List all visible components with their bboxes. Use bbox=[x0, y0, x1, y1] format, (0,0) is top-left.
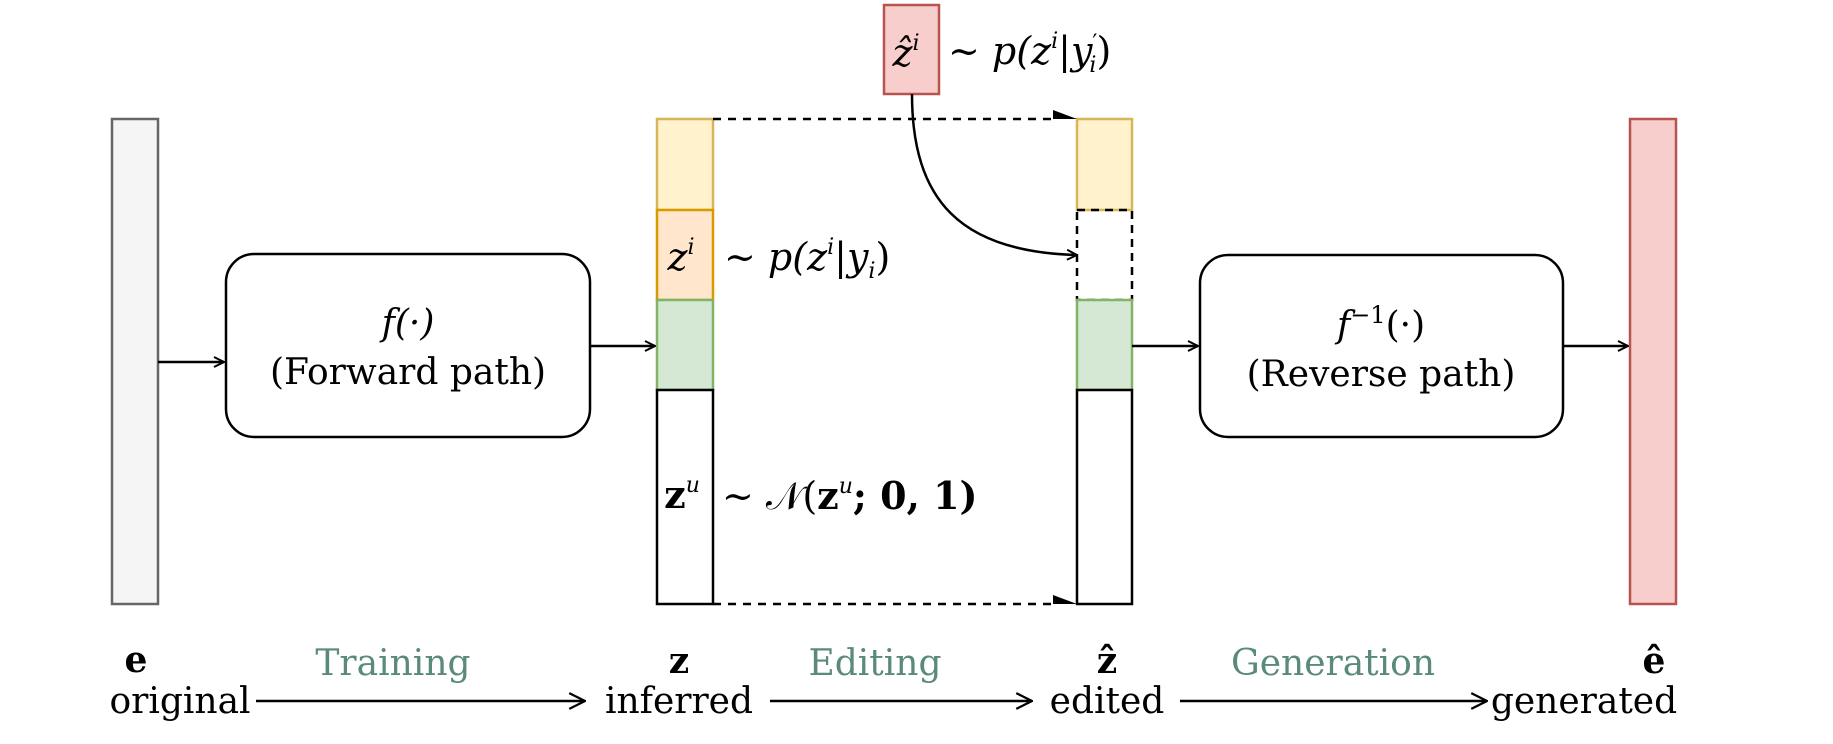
z-yellow-cell bbox=[655, 117, 715, 212]
stage-inferred: z inferred bbox=[605, 640, 753, 722]
label-original: original bbox=[109, 681, 250, 722]
z-green-cell bbox=[655, 298, 715, 392]
z-i-distribution: ∼ p(zi|yi) bbox=[724, 235, 890, 284]
edit-curve-arrow bbox=[910, 93, 1077, 255]
edit-distribution: ∼ p(zi|y′ i) bbox=[948, 29, 1111, 78]
input-bar bbox=[110, 117, 160, 606]
inferred-latent-column: zi zu bbox=[655, 117, 715, 606]
reverse-fn: f−1(·) bbox=[1334, 301, 1425, 346]
zhat-u-cell bbox=[1075, 388, 1134, 606]
symbol-e: e bbox=[125, 639, 148, 681]
stage-training-label: Training bbox=[315, 643, 470, 684]
stage-edited: ẑ edited bbox=[1050, 640, 1165, 722]
stage-generated: ê generated bbox=[1491, 640, 1677, 722]
output-bar bbox=[1628, 117, 1678, 606]
bottom-dashed-arrow bbox=[713, 595, 1077, 606]
forward-box: f(·) (Forward path) bbox=[224, 252, 592, 439]
forward-label: (Forward path) bbox=[270, 352, 546, 393]
reverse-label: (Reverse path) bbox=[1247, 354, 1516, 395]
z-u-cell bbox=[655, 388, 715, 606]
edit-sample-label: ẑi bbox=[891, 31, 919, 75]
z-i-cell bbox=[655, 208, 715, 302]
label-generated: generated bbox=[1491, 681, 1677, 722]
z-u-distribution: ∼ 𝒩(zu; 𝟎, 𝟏) bbox=[722, 473, 978, 518]
symbol-z: z bbox=[669, 640, 689, 682]
z-i-cell-label: zi bbox=[666, 235, 694, 279]
symbol-zhat: ẑ bbox=[1097, 640, 1117, 682]
symbol-ehat: ê bbox=[1643, 640, 1666, 682]
stage-generation-label: Generation bbox=[1231, 643, 1435, 684]
zhat-empty-cell bbox=[1075, 208, 1134, 302]
zhat-yellow-cell bbox=[1075, 117, 1134, 212]
edit-sample-cell bbox=[882, 3, 941, 96]
z-u-cell-label: zu bbox=[664, 472, 700, 517]
label-inferred: inferred bbox=[605, 681, 753, 722]
stage-original: e original bbox=[109, 639, 250, 722]
stage-editing-label: Editing bbox=[808, 643, 941, 684]
label-edited: edited bbox=[1050, 681, 1165, 722]
edited-latent-column bbox=[1075, 117, 1134, 606]
zhat-green-cell bbox=[1075, 298, 1134, 392]
forward-fn: f(·) bbox=[379, 303, 435, 344]
top-dashed-arrow bbox=[713, 110, 1077, 121]
reverse-box: f−1(·) (Reverse path) bbox=[1198, 253, 1565, 439]
